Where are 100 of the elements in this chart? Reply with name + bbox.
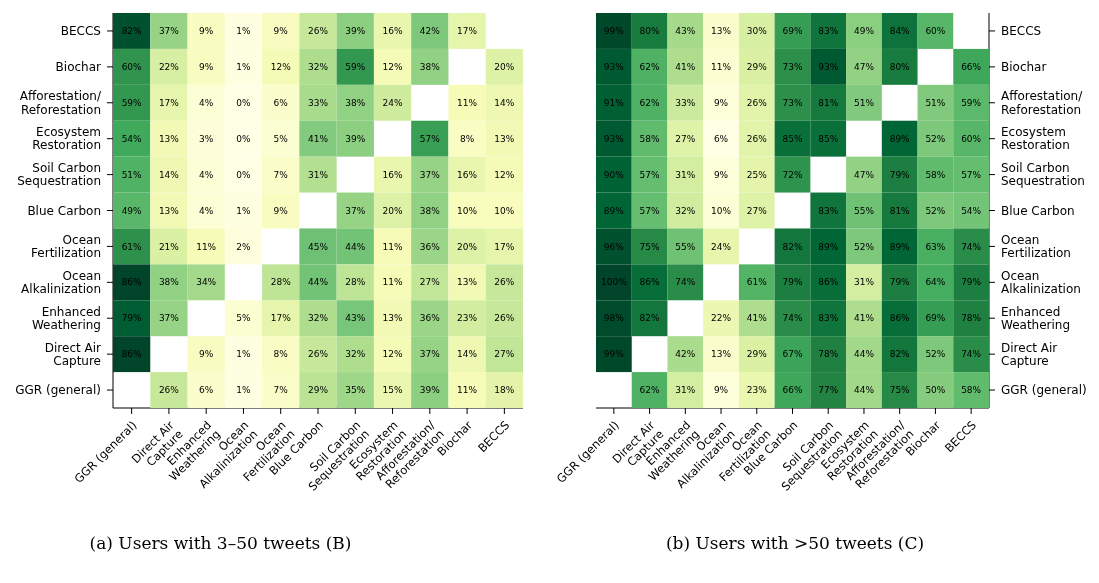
data-label: 38% (419, 62, 441, 73)
data-label: 52% (925, 205, 946, 216)
data-label: 49% (121, 205, 143, 216)
data-label: 25% (746, 169, 768, 180)
data-label: 13% (382, 313, 403, 324)
data-label: 90% (603, 169, 625, 180)
data-label: 14% (158, 169, 180, 180)
data-label: 11% (196, 241, 217, 252)
data-label: 2% (236, 241, 252, 252)
data-label: 83% (818, 26, 839, 37)
data-label: 16% (457, 169, 478, 180)
data-label: 96% (603, 241, 625, 252)
data-label: 9% (273, 26, 289, 37)
data-label: 33% (675, 97, 696, 108)
data-label: 89% (889, 241, 911, 252)
y-tick-label: BECCS (60, 24, 101, 39)
data-label: 50% (925, 385, 946, 396)
data-label: 58% (961, 385, 982, 396)
data-label: 24% (711, 241, 732, 252)
data-label: 62% (639, 62, 661, 73)
data-label: 75% (889, 385, 911, 396)
data-label: 11% (711, 62, 732, 73)
data-label: 11% (382, 241, 403, 252)
data-label: 16% (382, 169, 403, 180)
data-label: 41% (307, 133, 329, 144)
data-label: 89% (818, 241, 839, 252)
y-tick-label: Direct Air Capture (1001, 340, 1058, 368)
data-label: 74% (675, 277, 696, 288)
data-label: 27% (494, 349, 515, 360)
y-tick-label: Enhanced Weathering (1001, 304, 1071, 333)
y-tick-label: Ocean Fertilization (31, 233, 101, 261)
data-label: 1% (236, 62, 252, 73)
data-label: 55% (675, 241, 696, 252)
y-tick-label: Ecosystem Restoration (1001, 125, 1070, 153)
data-label: 13% (158, 205, 180, 216)
data-label: 84% (889, 26, 911, 37)
data-label: 85% (782, 133, 803, 144)
data-label: 74% (961, 349, 982, 360)
data-label: 89% (889, 133, 911, 144)
data-label: 10% (494, 205, 515, 216)
data-label: 9% (199, 62, 214, 73)
data-label: 30% (746, 26, 768, 37)
data-label: 8% (459, 133, 475, 144)
data-label: 17% (270, 313, 292, 324)
data-label: 22% (158, 62, 180, 73)
data-label: 1% (236, 205, 252, 216)
data-label: 26% (494, 277, 515, 288)
data-label: 51% (121, 169, 143, 180)
data-label: 32% (307, 62, 329, 73)
data-label: 6% (273, 97, 289, 108)
data-label: 79% (782, 277, 803, 288)
data-label: 63% (925, 241, 946, 252)
data-label: 37% (419, 169, 441, 180)
data-label: 43% (345, 313, 366, 324)
data-label: 9% (273, 205, 289, 216)
data-label: 45% (307, 241, 329, 252)
data-label: 44% (307, 277, 329, 288)
data-label: 51% (925, 97, 946, 108)
y-tick-label: Ocean Fertilization (1001, 233, 1071, 261)
data-label: 93% (818, 62, 839, 73)
data-label: 12% (382, 62, 403, 73)
data-label: 28% (345, 277, 366, 288)
data-label: 82% (639, 313, 661, 324)
data-label: 52% (925, 133, 946, 144)
data-label: 82% (782, 241, 803, 252)
data-label: 26% (158, 385, 180, 396)
data-label: 60% (925, 26, 946, 37)
data-label: 64% (925, 277, 946, 288)
data-label: 9% (199, 349, 214, 360)
y-tick-label: GGR (general) (15, 383, 101, 398)
data-label: 29% (746, 62, 768, 73)
data-label: 10% (711, 205, 732, 216)
data-label: 34% (196, 277, 217, 288)
data-label: 13% (457, 277, 478, 288)
data-label: 91% (603, 97, 625, 108)
data-label: 20% (494, 62, 515, 73)
y-tick-label: GGR (general) (1001, 383, 1087, 398)
data-label: 60% (121, 62, 143, 73)
data-label: 26% (307, 26, 329, 37)
y-tick-label: Afforestation/Reforestation (19, 89, 102, 117)
data-label: 18% (494, 385, 515, 396)
data-label: 81% (818, 97, 839, 108)
data-label: 17% (494, 241, 515, 252)
data-label: 9% (199, 26, 214, 37)
data-label: 0% (236, 97, 252, 108)
data-label: 69% (925, 313, 946, 324)
data-label: 31% (675, 169, 696, 180)
data-label: 44% (853, 385, 875, 396)
data-label: 52% (925, 349, 946, 360)
data-label: 14% (494, 97, 515, 108)
data-label: 60% (961, 133, 982, 144)
data-label: 29% (746, 349, 768, 360)
data-label: 82% (889, 349, 911, 360)
data-label: 58% (925, 169, 946, 180)
data-label: 81% (889, 205, 911, 216)
data-label: 49% (853, 26, 875, 37)
data-label: 21% (158, 241, 180, 252)
data-label: 4% (199, 205, 214, 216)
data-label: 57% (639, 169, 661, 180)
y-tick-label: Ocean Alkalinization (1001, 268, 1081, 297)
